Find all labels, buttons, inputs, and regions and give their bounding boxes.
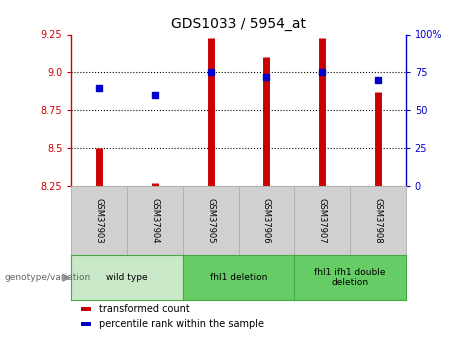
Text: fhl1 deletion: fhl1 deletion	[210, 273, 267, 282]
Text: genotype/variation: genotype/variation	[5, 273, 91, 282]
Text: GSM37903: GSM37903	[95, 198, 104, 244]
Text: GSM37906: GSM37906	[262, 198, 271, 244]
Text: GSM37908: GSM37908	[373, 198, 382, 244]
Text: GSM37907: GSM37907	[318, 198, 327, 244]
Title: GDS1033 / 5954_at: GDS1033 / 5954_at	[171, 17, 306, 31]
Text: fhl1 ifh1 double
deletion: fhl1 ifh1 double deletion	[314, 268, 386, 287]
Text: percentile rank within the sample: percentile rank within the sample	[99, 319, 264, 329]
Text: wild type: wild type	[106, 273, 148, 282]
Text: GSM37905: GSM37905	[206, 198, 215, 244]
Text: GSM37904: GSM37904	[150, 198, 160, 244]
Text: transformed count: transformed count	[99, 304, 190, 314]
